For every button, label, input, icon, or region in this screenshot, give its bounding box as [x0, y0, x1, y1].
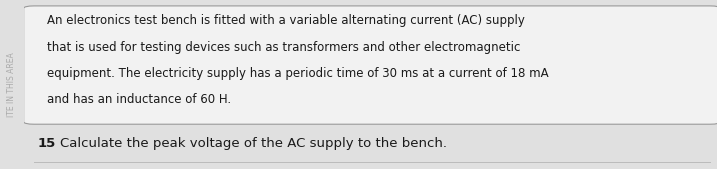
Text: Calculate the peak voltage of the AC supply to the bench.: Calculate the peak voltage of the AC sup…	[60, 137, 447, 150]
Text: 15: 15	[37, 137, 56, 150]
Text: and has an inductance of 60 H.: and has an inductance of 60 H.	[47, 93, 231, 106]
Text: equipment. The electricity supply has a periodic time of 30 ms at a current of 1: equipment. The electricity supply has a …	[47, 67, 549, 80]
FancyBboxPatch shape	[24, 6, 717, 124]
Text: An electronics test bench is fitted with a variable alternating current (AC) sup: An electronics test bench is fitted with…	[47, 14, 524, 27]
Text: that is used for testing devices such as transformers and other electromagnetic: that is used for testing devices such as…	[47, 41, 520, 54]
Text: ITE IN THIS AREA: ITE IN THIS AREA	[7, 52, 16, 117]
